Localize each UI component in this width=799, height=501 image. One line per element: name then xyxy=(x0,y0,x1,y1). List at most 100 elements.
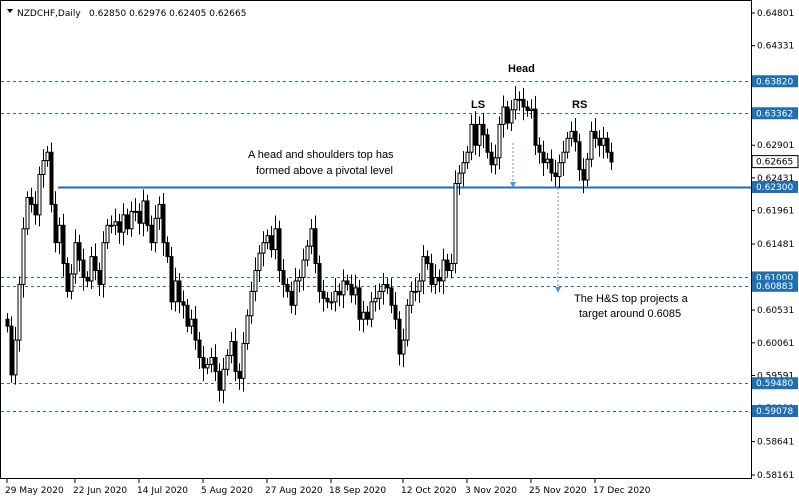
level-price-label: 0.61000 xyxy=(756,273,793,283)
level-price-badge xyxy=(752,75,798,88)
candle xyxy=(365,305,370,326)
candle xyxy=(17,276,22,352)
level-price-badge xyxy=(752,405,798,418)
candle xyxy=(581,158,586,194)
candle xyxy=(105,219,110,249)
candle xyxy=(601,126,606,159)
candle xyxy=(217,363,222,402)
candle xyxy=(201,346,206,382)
candle xyxy=(161,192,166,256)
candle xyxy=(245,309,250,350)
candle xyxy=(397,311,402,366)
chart-ohlc: 0.62850 0.62976 0.62405 0.62665 xyxy=(89,9,246,19)
x-tick-label: 22 Jun 2020 xyxy=(73,486,127,496)
x-tick-label: 25 Nov 2020 xyxy=(529,486,587,496)
candle xyxy=(325,292,330,309)
x-tick-label: 3 Nov 2020 xyxy=(465,486,517,496)
candle xyxy=(193,305,198,350)
candle xyxy=(497,116,502,170)
candle xyxy=(237,363,242,390)
candle xyxy=(361,300,366,333)
candle xyxy=(333,278,338,312)
candle xyxy=(573,118,578,152)
candle xyxy=(293,267,298,316)
candle xyxy=(37,166,42,227)
head-height-arrowhead xyxy=(510,182,516,188)
candle xyxy=(401,328,406,368)
candle xyxy=(57,217,62,255)
candle xyxy=(605,132,610,159)
candle xyxy=(593,118,598,149)
candle xyxy=(549,149,554,182)
candle xyxy=(73,229,78,284)
candle xyxy=(529,99,534,119)
candle xyxy=(285,278,290,298)
candle xyxy=(409,281,414,314)
candle xyxy=(441,248,446,295)
candle xyxy=(21,217,26,298)
candle xyxy=(557,154,562,189)
candle xyxy=(317,255,322,303)
candle xyxy=(569,121,574,147)
candle xyxy=(341,269,346,309)
candle xyxy=(85,271,90,288)
candle xyxy=(113,208,118,236)
candle xyxy=(177,272,182,314)
candle xyxy=(165,236,170,263)
y-tick-label: 0.64331 xyxy=(757,42,794,52)
candle xyxy=(585,152,590,187)
candle xyxy=(33,191,38,225)
candle xyxy=(413,278,418,302)
head-label: Head xyxy=(508,63,535,75)
time-axis: 29 May 2020 22 Jun 2020 14 Jul 2020 5 Aug 2… xyxy=(5,479,651,496)
note-target-line2: target around 0.6085 xyxy=(579,308,681,320)
candle xyxy=(541,140,546,176)
candle xyxy=(97,262,102,296)
x-tick-label: 14 Jul 2020 xyxy=(137,486,188,496)
candle xyxy=(329,292,334,310)
candle xyxy=(229,331,234,364)
left-shoulder-label: LS xyxy=(471,99,485,111)
candle xyxy=(321,279,326,312)
level-price-label: 0.63362 xyxy=(756,109,793,119)
y-tick-label: 0.64801 xyxy=(757,9,794,19)
candle xyxy=(205,358,210,375)
candle xyxy=(145,194,150,232)
candle xyxy=(337,283,342,307)
candle xyxy=(389,278,394,314)
candle xyxy=(101,231,106,298)
candle xyxy=(565,132,570,159)
x-tick-label: 5 Aug 2020 xyxy=(201,486,253,496)
candle xyxy=(597,130,602,157)
level-price-badge xyxy=(752,377,798,390)
y-tick-label: 0.62901 xyxy=(757,141,794,151)
candle xyxy=(5,312,10,333)
candle xyxy=(393,292,398,329)
current-price-label: 0.62665 xyxy=(756,158,793,168)
y-tick-label: 0.61481 xyxy=(757,240,794,250)
level-price-label: 0.63820 xyxy=(756,77,793,87)
candle xyxy=(153,205,158,253)
annotations: Head LS RS A head and shoulders top has … xyxy=(248,63,689,320)
candle xyxy=(457,165,462,196)
candle xyxy=(149,215,154,251)
candle xyxy=(273,215,278,260)
candle xyxy=(45,145,50,167)
candle xyxy=(269,225,274,258)
candle xyxy=(157,196,162,230)
candle xyxy=(109,215,114,234)
candle xyxy=(357,279,362,331)
candle xyxy=(281,259,286,298)
candle xyxy=(289,281,294,314)
dropdown-triangle-icon[interactable] xyxy=(7,9,13,13)
candle xyxy=(545,152,550,169)
candle xyxy=(445,253,450,277)
candle xyxy=(61,213,66,277)
candle xyxy=(345,274,350,291)
note-pattern-line2: formed above a pivotal level xyxy=(256,165,393,177)
candle xyxy=(141,189,146,237)
level-price-badge xyxy=(752,107,798,120)
candle xyxy=(249,281,254,324)
